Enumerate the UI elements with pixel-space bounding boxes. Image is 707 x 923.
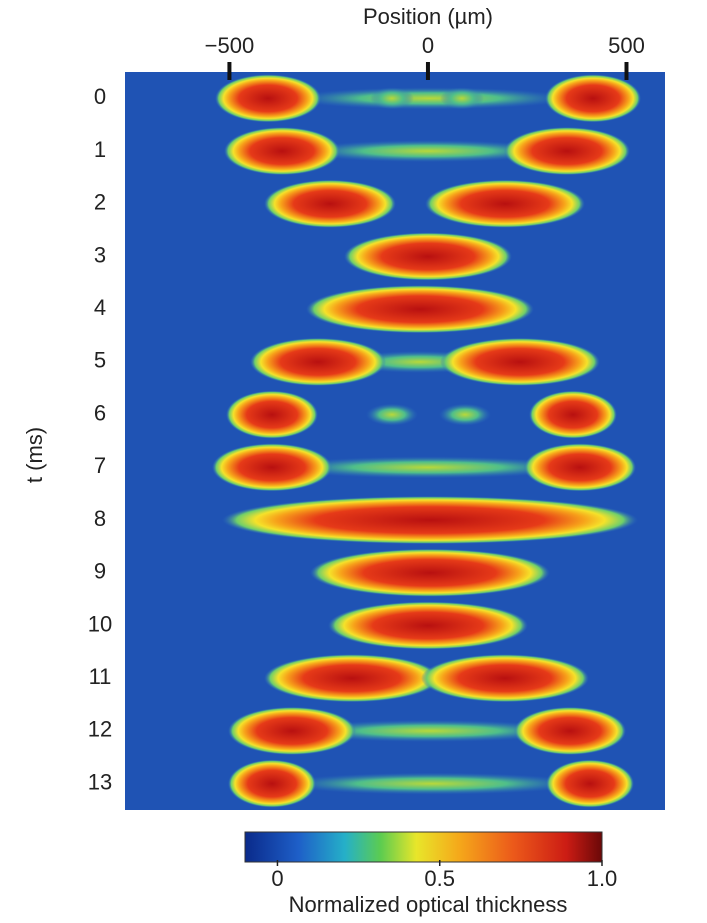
faint-cloud	[366, 403, 418, 426]
atom-cloud	[421, 654, 589, 703]
x-axis-label: Position (µm)	[363, 4, 493, 29]
atom-cloud	[529, 390, 617, 439]
atom-cloud	[328, 601, 528, 650]
atom-cloud	[224, 127, 340, 176]
y-tick-label: 12	[88, 717, 112, 742]
x-tick-label: 0	[422, 33, 434, 58]
faint-cloud	[370, 87, 414, 110]
colorbar-label: Normalized optical thickness	[289, 892, 568, 917]
y-tick-label: 10	[88, 611, 112, 636]
image-background	[125, 72, 665, 810]
faint-cloud	[439, 403, 491, 426]
faint-cloud	[440, 87, 484, 110]
atom-cloud	[425, 179, 585, 228]
y-tick-label: 11	[89, 664, 112, 689]
y-tick-label: 2	[94, 190, 106, 215]
y-tick-label: 5	[94, 348, 106, 373]
faint-cloud	[282, 772, 582, 795]
y-tick-label: 3	[94, 242, 106, 267]
faint-cloud	[298, 140, 558, 163]
atom-cloud	[546, 759, 634, 808]
colorbar-tick-label: 0.5	[424, 866, 455, 891]
faint-cloud	[290, 719, 570, 742]
atom-cloud	[222, 496, 638, 545]
atom-cloud	[310, 548, 550, 597]
y-tick-label: 7	[94, 453, 106, 478]
atom-cloud	[344, 232, 512, 281]
atom-cloud	[545, 74, 641, 123]
atom-cloud	[264, 179, 396, 228]
y-tick-label: 0	[94, 84, 106, 109]
atom-cloud	[264, 654, 440, 703]
absorption-images	[212, 74, 641, 808]
atom-cloud	[504, 127, 630, 176]
atom-cloud	[228, 706, 356, 755]
y-tick-label: 8	[94, 506, 106, 531]
faint-cloud	[278, 456, 578, 479]
faint-cloud	[290, 87, 570, 110]
y-tick-label: 1	[94, 137, 106, 162]
colorbar-tick-label: 0	[271, 866, 283, 891]
atom-cloud	[514, 706, 626, 755]
y-tick-label: 4	[94, 295, 106, 320]
atom-cloud	[215, 74, 321, 123]
atom-cloud	[212, 443, 332, 492]
x-tick-label: −500	[205, 33, 255, 58]
atom-cloud	[226, 390, 318, 439]
y-tick-label: 13	[88, 769, 112, 794]
y-tick-label: 6	[94, 400, 106, 425]
atom-cloud	[228, 759, 316, 808]
y-tick-label: 9	[94, 559, 106, 584]
atom-cloud	[440, 337, 600, 386]
atom-cloud	[306, 285, 534, 334]
x-tick-label: 500	[608, 33, 645, 58]
atom-cloud	[250, 337, 386, 386]
colorbar-tick-label: 1.0	[587, 866, 618, 891]
y-axis-label: t (ms)	[22, 427, 47, 483]
colorbar	[244, 831, 603, 863]
atom-cloud	[524, 443, 636, 492]
